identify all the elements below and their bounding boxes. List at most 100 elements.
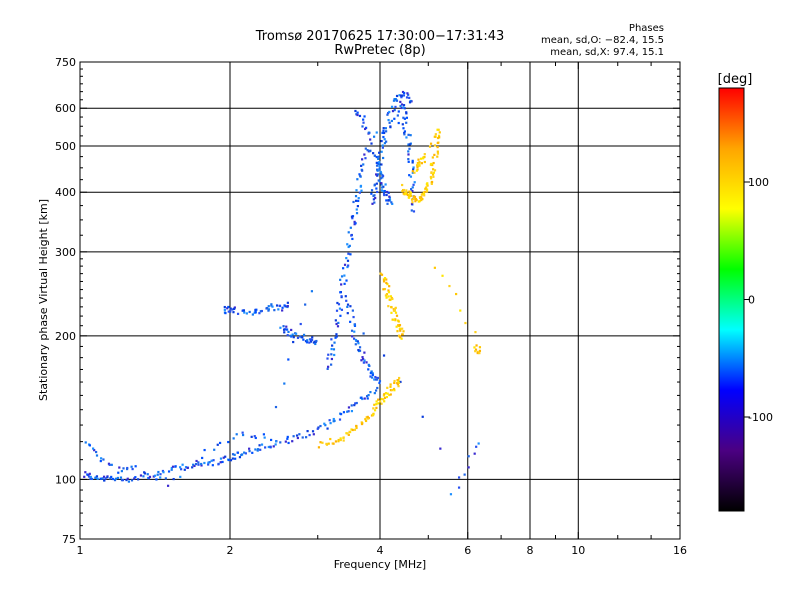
data-point bbox=[306, 339, 309, 342]
data-point bbox=[436, 141, 439, 145]
data-point bbox=[376, 174, 379, 177]
data-point bbox=[314, 342, 317, 346]
data-point bbox=[413, 171, 416, 174]
data-point bbox=[326, 357, 329, 360]
data-point bbox=[371, 372, 374, 375]
data-point bbox=[398, 94, 401, 97]
data-point bbox=[269, 445, 272, 448]
data-point bbox=[292, 336, 295, 339]
data-point bbox=[399, 100, 402, 104]
data-point bbox=[229, 307, 232, 310]
data-point bbox=[426, 184, 429, 187]
data-point bbox=[102, 475, 106, 478]
data-point bbox=[385, 395, 388, 399]
y-axis-label: Stationary phase Virtual Height [km] bbox=[37, 199, 50, 401]
data-point bbox=[337, 440, 340, 443]
data-point bbox=[423, 160, 426, 164]
data-point bbox=[275, 440, 278, 443]
data-point bbox=[373, 183, 377, 186]
data-point bbox=[429, 142, 433, 145]
data-point bbox=[286, 301, 289, 304]
data-point bbox=[396, 382, 399, 385]
data-point bbox=[382, 398, 385, 401]
data-point bbox=[131, 467, 134, 471]
data-point bbox=[232, 311, 235, 314]
grid-lines bbox=[80, 62, 680, 539]
data-point bbox=[251, 313, 254, 316]
data-point bbox=[351, 428, 354, 432]
data-point bbox=[339, 413, 343, 416]
data-point bbox=[93, 449, 96, 452]
data-point bbox=[375, 400, 378, 403]
data-point bbox=[412, 210, 416, 213]
data-point bbox=[387, 291, 391, 294]
data-point bbox=[264, 446, 267, 449]
data-point bbox=[432, 168, 435, 171]
data-point bbox=[380, 273, 384, 276]
data-point bbox=[411, 161, 414, 164]
data-point bbox=[413, 195, 417, 198]
data-point bbox=[355, 426, 358, 430]
data-point bbox=[236, 312, 240, 315]
data-point bbox=[372, 152, 375, 155]
data-point bbox=[430, 180, 434, 184]
data-point bbox=[273, 309, 276, 312]
data-point bbox=[382, 129, 385, 132]
data-point bbox=[411, 189, 414, 193]
data-point bbox=[389, 393, 392, 396]
data-point bbox=[386, 386, 389, 389]
data-point bbox=[350, 329, 354, 332]
data-point bbox=[342, 411, 346, 414]
data-point bbox=[407, 93, 410, 96]
data-point bbox=[231, 457, 234, 460]
data-point bbox=[130, 479, 134, 482]
data-point bbox=[408, 143, 411, 146]
data-point bbox=[382, 127, 385, 130]
data-point bbox=[425, 186, 428, 189]
data-point bbox=[299, 335, 302, 338]
x-tick-label: 4 bbox=[377, 544, 384, 557]
data-point bbox=[357, 199, 360, 203]
data-point bbox=[350, 215, 354, 218]
data-point bbox=[319, 424, 322, 428]
data-point bbox=[383, 396, 387, 399]
data-point bbox=[383, 193, 386, 197]
data-point bbox=[224, 312, 227, 315]
data-point bbox=[436, 150, 439, 153]
data-point bbox=[330, 347, 333, 351]
data-point bbox=[415, 198, 418, 202]
data-point bbox=[270, 303, 273, 306]
data-point bbox=[227, 458, 231, 462]
data-point bbox=[392, 387, 396, 391]
x-tick-label: 8 bbox=[527, 544, 534, 557]
data-point bbox=[354, 402, 357, 405]
data-point bbox=[286, 435, 289, 439]
data-point bbox=[96, 477, 99, 480]
data-point bbox=[367, 394, 370, 397]
data-point bbox=[286, 304, 289, 308]
data-point bbox=[421, 415, 424, 418]
data-point bbox=[312, 433, 315, 436]
data-point bbox=[161, 469, 165, 473]
data-point bbox=[351, 335, 354, 338]
data-point bbox=[387, 118, 390, 122]
data-point bbox=[425, 183, 428, 186]
data-point bbox=[113, 479, 117, 482]
data-point bbox=[410, 188, 413, 191]
data-point bbox=[191, 466, 194, 469]
data-point bbox=[174, 465, 177, 468]
data-point bbox=[390, 311, 393, 314]
data-point bbox=[127, 480, 131, 483]
data-point bbox=[478, 346, 482, 349]
data-point bbox=[381, 176, 384, 179]
data-point bbox=[317, 446, 321, 449]
data-point bbox=[197, 463, 200, 466]
data-point bbox=[383, 287, 387, 291]
data-point bbox=[346, 410, 349, 413]
data-point bbox=[333, 419, 336, 422]
data-point bbox=[126, 477, 129, 480]
data-point bbox=[438, 136, 441, 139]
data-point bbox=[356, 340, 359, 343]
data-point bbox=[394, 98, 397, 101]
data-point bbox=[238, 456, 242, 459]
